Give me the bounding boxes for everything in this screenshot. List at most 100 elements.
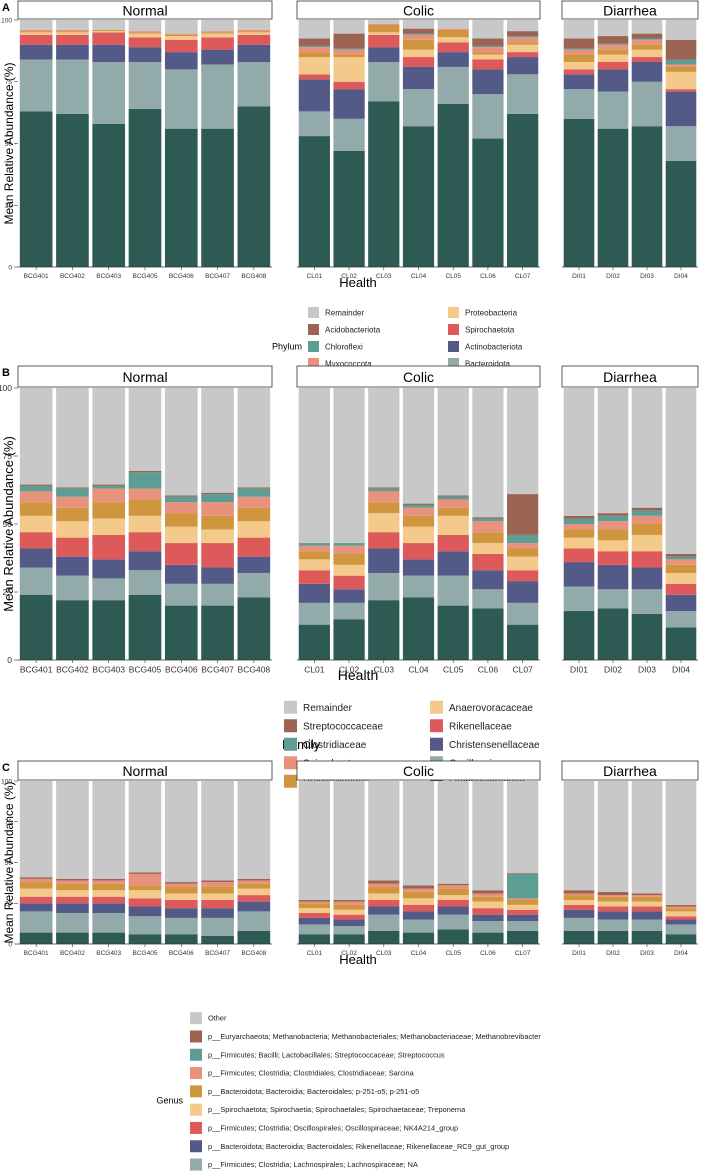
bar-segment-remainder — [298, 388, 330, 544]
x-tick-label: DI01 — [570, 664, 588, 674]
legend-swatch — [448, 324, 459, 335]
bar-segment-remainder — [631, 388, 663, 508]
bar-segment-streptococcus — [507, 873, 539, 899]
bar-segment-lachnospiraceae — [333, 619, 365, 660]
bar-segment-actinobacteriota — [128, 47, 162, 62]
bar-segment-chloroflexi — [472, 45, 504, 48]
x-tick-label: CL06 — [480, 950, 496, 957]
bar-segment-lachnospiraceae-na — [298, 924, 330, 935]
x-tick-label: BCG403 — [96, 273, 121, 280]
bar-segment-bacteroidota — [56, 59, 89, 114]
bar-segment-firmicutes — [201, 128, 234, 267]
bar-segment-other — [631, 781, 663, 894]
bar-DI01 — [563, 781, 595, 944]
bar-segment-actinobacteriota — [507, 57, 539, 75]
bar-segment-spirochaetota — [92, 32, 126, 45]
x-tick-label: BCG401 — [20, 664, 53, 674]
bar-DI01 — [563, 388, 595, 660]
bar-BCG405 — [128, 781, 162, 944]
bar-segment-christensenellaceae-r-7-group — [237, 930, 271, 944]
bar-segment-euryarchaeota — [237, 31, 271, 33]
legend-label: Myxococcota — [325, 359, 372, 368]
bar-segment-treponema — [201, 893, 234, 900]
bar-segment-myxococcota — [333, 49, 365, 55]
bar-segment-sarcina — [237, 880, 271, 884]
bar-segment-lachnospiraceae-na — [368, 914, 400, 931]
facet-colic: Colic CL01 CL02 CL03 CL04 CL05 CL06 CL07 — [296, 0, 541, 280]
legend-swatch — [190, 1012, 202, 1025]
bar-segment-lachnospiraceae — [19, 594, 53, 660]
bar-segment-p-251-o5 — [665, 908, 697, 912]
bar-segment-euryarchaeota — [665, 66, 697, 72]
facet-diarrhea: Diarrhea DI01 DI02 DI03 DI04 — [561, 760, 699, 957]
bar-segment-oscillospiraceae — [437, 575, 469, 606]
bar-segment-actinobacteriota — [333, 89, 365, 119]
x-tick-label: BCG406 — [165, 664, 198, 674]
x-tick-label: CL04 — [411, 950, 427, 957]
bar-segment-p-251-o5 — [437, 888, 469, 896]
bar-segment-firmicutes — [92, 123, 126, 268]
legend-swatch — [284, 719, 297, 733]
bar-segment-spirochaetaceae — [402, 507, 435, 516]
bar-segment-nk4a214-group — [164, 899, 198, 909]
bar-segment-prevotellaceae — [237, 507, 271, 522]
bar-segment-firmicutes — [237, 106, 271, 267]
bar-segment-prevotellaceae — [19, 502, 53, 516]
bar-segment-streptococcaceae — [507, 494, 539, 535]
bar-segment-sarcina — [437, 885, 469, 889]
bar-segment-rikenellaceae — [164, 543, 198, 565]
bar-segment-firmicutes — [128, 108, 162, 267]
bar-segment-clostridiaceae — [237, 488, 271, 497]
bar-BCG406 — [164, 20, 198, 267]
bar-segment-myxococcota — [402, 34, 435, 40]
legend-swatch — [284, 774, 297, 788]
bar-segment-nk4a214-group — [631, 906, 663, 912]
bar-segment-spirochaetota — [56, 34, 89, 45]
legend-label: Anaerovoracaceae — [449, 703, 533, 714]
bar-segment-christensenellaceae-r-7-group — [164, 934, 198, 944]
bar-segment-myxococcota — [563, 49, 595, 55]
bar-segment-prevotellaceae — [92, 502, 126, 519]
bar-segment-remainder — [368, 20, 400, 24]
x-tick-label: BCG405 — [133, 273, 158, 280]
bar-segment-remainder — [368, 388, 400, 488]
bar-segment-other — [164, 781, 198, 883]
facet-title: Normal — [122, 3, 167, 19]
bar-segment-treponema — [437, 895, 469, 900]
bar-segment-chloroflexi — [563, 48, 595, 50]
bar-BCG408 — [237, 20, 271, 267]
bar-segment-spirochaetaceae — [298, 545, 330, 552]
bar-segment-spirochaetaceae — [507, 543, 539, 549]
bar-segment-christensenellaceae-r-7-group — [472, 932, 504, 944]
bar-segment-lachnospiraceae — [402, 597, 435, 660]
bar-segment-myxococcota — [437, 28, 469, 30]
bar-segment-lachnospiraceae — [92, 600, 126, 660]
bar-segment-christensenellaceae — [333, 589, 365, 603]
bar-segment-proteobacteria — [437, 37, 469, 43]
x-tick-label: BCG407 — [205, 950, 230, 957]
bar-segment-euryarchaeota — [402, 39, 435, 50]
bar-segment-rikenellaceae-rc9-gut-group — [298, 917, 330, 925]
bar-segment-rikenellaceae-rc9-gut-group — [19, 903, 53, 912]
legend: Genus Other p__Euryarchaeota; Methanobacte… — [156, 1012, 541, 1171]
bar-segment-treponema — [237, 888, 271, 896]
bar-segment-myxococcota — [298, 47, 330, 53]
bar-segment-lachnospiraceae-na — [92, 913, 126, 933]
bar-segment-prevotellaceae — [56, 507, 89, 522]
bar-segment-proteobacteria — [128, 33, 162, 38]
bar-segment-oscillospiraceae — [201, 583, 234, 606]
bar-segment-methanobrevibacter — [402, 885, 435, 889]
bar-segment-prevotellaceae — [437, 507, 469, 516]
legend-swatch — [284, 700, 297, 714]
bar-segment-myxococcota — [597, 44, 629, 50]
x-tick-label: CL05 — [443, 664, 464, 674]
x-axis-title: Health — [339, 952, 377, 967]
bar-segment-lachnospiraceae — [631, 613, 663, 660]
bar-segment-christensenellaceae-r-7-group — [298, 934, 330, 944]
x-tick-label: DI03 — [640, 950, 654, 957]
facet-strip — [296, 760, 541, 781]
bar-segment-spirochaetaceae — [128, 488, 162, 500]
x-tick-label: BCG407 — [205, 273, 230, 280]
facet-title: Diarrhea — [603, 763, 657, 779]
